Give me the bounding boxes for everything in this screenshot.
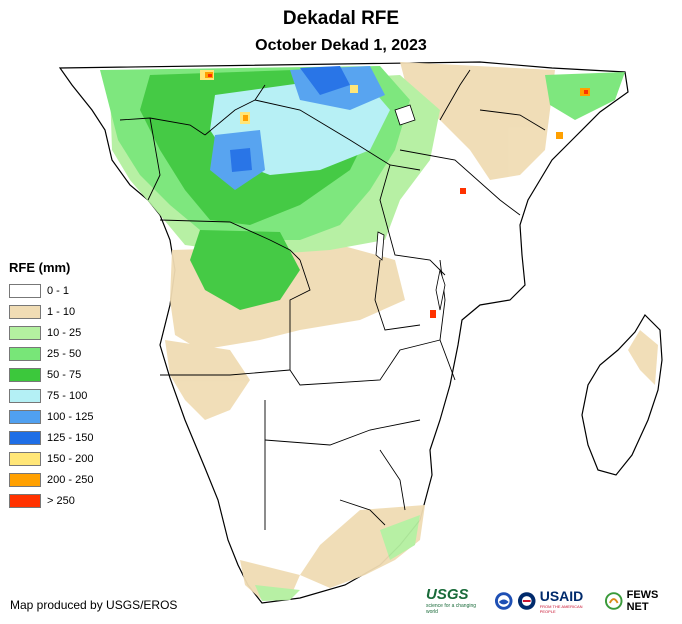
legend: RFE (mm) 0 - 1 1 - 10 10 - 25 25 - 50 50 - 7… [9, 260, 93, 511]
legend-label: 125 - 150 [47, 431, 94, 444]
legend-item: 200 - 250 [9, 469, 93, 490]
legend-swatch [9, 367, 41, 382]
legend-swatch [9, 430, 41, 445]
legend-label: > 250 [47, 494, 75, 507]
legend-item: 1 - 10 [9, 301, 93, 322]
legend-item: 100 - 125 [9, 406, 93, 427]
legend-item: 75 - 100 [9, 385, 93, 406]
legend-title: RFE (mm) [9, 260, 71, 275]
rain-50-75-south [190, 230, 300, 310]
legend-item: 50 - 75 [9, 364, 93, 385]
rain-10-25-southeast [380, 515, 420, 560]
legend-label: 75 - 100 [47, 389, 88, 402]
fews-net-icon [605, 591, 623, 610]
credit-text: Map produced by USGS/EROS [10, 598, 178, 612]
rain-125-150-area [300, 66, 350, 95]
heavy-rain-spots [200, 70, 590, 318]
country-borders [119, 69, 546, 530]
map-subtitle: October Dekad 1, 2023 [255, 37, 427, 54]
legend-swatch [9, 283, 41, 298]
usaid-seal-icon [518, 591, 536, 610]
legend-swatch [9, 409, 41, 424]
legend-swatch [9, 451, 41, 466]
legend-swatch [9, 325, 41, 340]
usgs-logo: USGS science for a changing world [426, 586, 477, 615]
legend-item: 125 - 150 [9, 427, 93, 448]
lakes [375, 104, 446, 311]
map-title: Dekadal RFE [282, 8, 400, 29]
legend-label: 0 - 1 [47, 284, 70, 297]
legend-label: 150 - 200 [47, 452, 94, 465]
legend-item: 0 - 1 [9, 280, 93, 301]
legend-swatch [9, 388, 41, 403]
fews-net-logo: FEWS NET [626, 588, 659, 613]
legend-label: 1 - 10 [47, 305, 76, 318]
legend-item: 150 - 200 [9, 448, 93, 469]
rain-10-25-cape [255, 585, 300, 601]
legend-item: 25 - 50 [9, 343, 93, 364]
rain-125-150-west [230, 148, 252, 172]
legend-swatch [9, 346, 41, 361]
legend-swatch [9, 493, 41, 508]
legend-label: 100 - 125 [47, 410, 94, 423]
legend-swatch [9, 304, 41, 319]
rain-1-10-west [165, 340, 250, 420]
legend-label: 200 - 250 [47, 473, 94, 486]
legend-swatch [9, 472, 41, 487]
legend-item: 10 - 25 [9, 322, 93, 343]
legend-label: 10 - 25 [47, 326, 82, 339]
logos: USGS science for a changing world USAID … [426, 586, 682, 615]
legend-item: > 250 [9, 490, 93, 511]
usaid-logo: USAID FROM THE AMERICAN PEOPLE [539, 587, 584, 614]
legend-label: 25 - 50 [47, 347, 82, 360]
rain-1-10-madagascar [628, 330, 658, 385]
legend-label: 50 - 75 [47, 368, 82, 381]
noaa-icon [494, 591, 513, 610]
rain-1-10-north [400, 62, 555, 180]
